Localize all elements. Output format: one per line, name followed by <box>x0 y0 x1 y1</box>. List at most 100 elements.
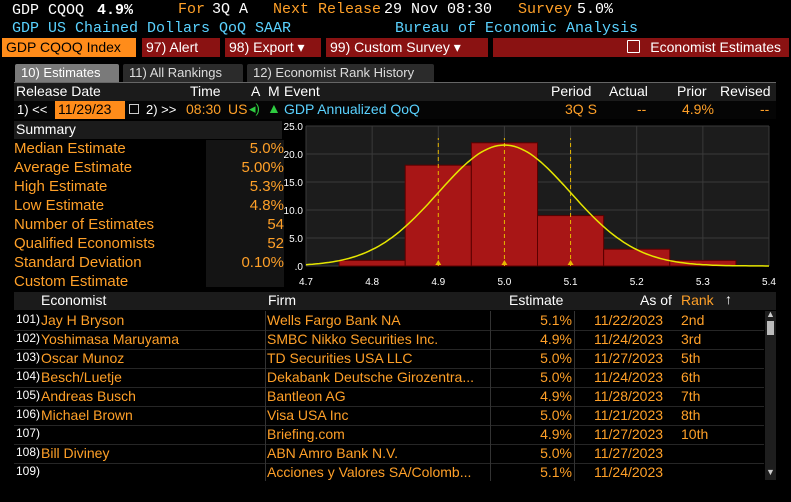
x-tick-label: 5.0 <box>497 277 511 288</box>
x-tick-label: 5.3 <box>696 277 710 288</box>
rank-header[interactable]: Rank <box>681 292 714 308</box>
x-tick-label: 5.2 <box>630 277 644 288</box>
date-value: 11/29/23 <box>58 101 112 117</box>
estimate-value: 4.9% <box>540 331 572 347</box>
column-divider <box>490 311 491 481</box>
table-row[interactable] <box>14 349 764 369</box>
firm-name: SMBC Nikko Securities Inc. <box>267 331 439 347</box>
economist-name[interactable]: Bill Diviney <box>41 445 110 461</box>
release-date-header: Release Date <box>16 83 101 99</box>
rank-value: 3rd <box>681 331 702 347</box>
alert-label: 97) Alert <box>146 39 199 55</box>
estimate-histogram: 25.0 20.0 15.0 10.0 5.0 .0 4.7 4.8 4.9 5.0 5.1 5.2… <box>284 122 776 288</box>
table-row[interactable] <box>14 387 764 407</box>
table-row[interactable] <box>14 425 764 445</box>
firm-name: Dekabank Deutsche Girozentra... <box>267 369 474 385</box>
y-tick-label: 15.0 <box>284 178 303 189</box>
table-row[interactable] <box>14 330 764 350</box>
firm-name: ABN Amro Bank N.V. <box>267 445 398 461</box>
tab-underline <box>14 82 776 83</box>
economist-name[interactable]: Oscar Munoz <box>41 350 125 366</box>
custom-survey-label: 99) Custom Survey ▾ <box>330 39 461 55</box>
marker-arrow <box>567 260 574 265</box>
summary-label: Standard Deviation <box>14 254 142 271</box>
economist-name[interactable]: Michael Brown <box>41 407 133 423</box>
release-prior: 4.9% <box>682 101 714 117</box>
marker-arrow <box>501 260 508 265</box>
table-row[interactable] <box>14 368 764 388</box>
rank-value: 6th <box>681 369 701 385</box>
row-number: 108) <box>16 445 41 459</box>
for-label: For <box>178 1 206 18</box>
rank-value: 5th <box>681 350 701 366</box>
release-country: US <box>228 101 248 117</box>
next-release-label: Next Release <box>273 1 382 18</box>
scroll-up-icon[interactable]: ▲ <box>766 309 775 319</box>
summary-header <box>14 121 282 139</box>
as-of-date: 11/24/2023 <box>594 464 664 480</box>
histogram-bar <box>470 142 539 267</box>
survey-label: Survey <box>518 1 573 18</box>
tab-all-rankings[interactable]: 11) All Rankings <box>123 64 243 82</box>
economist-name[interactable]: Andreas Busch <box>41 388 136 404</box>
release-actual: -- <box>637 101 647 117</box>
row-number: 104) <box>16 369 41 383</box>
x-tick-label: 4.7 <box>299 277 313 288</box>
economist-estimates-label: Economist Estimates <box>650 39 781 55</box>
estimate-value: 4.9% <box>540 388 572 404</box>
release-event[interactable]: GDP Annualized QoQ <box>284 101 420 117</box>
as-of-date: 11/24/2023 <box>594 331 664 347</box>
column-divider <box>574 311 575 481</box>
y-tick-label: 20.0 <box>284 150 303 161</box>
normal-curve <box>305 144 769 267</box>
calendar-icon[interactable] <box>129 104 139 114</box>
economist-header[interactable]: Economist <box>41 292 107 308</box>
as-of-header[interactable]: As of <box>640 292 672 308</box>
row-number: 103) <box>16 350 41 364</box>
release-row <box>14 101 776 119</box>
firm-name: Acciones y Valores SA/Colomb... <box>267 464 472 480</box>
x-tick-label: 4.8 <box>365 277 379 288</box>
release-revised: -- <box>760 101 770 117</box>
header-line-1: GDP CQOQ 4.9% <box>12 1 133 20</box>
alert-button[interactable]: 97) Alert <box>142 38 220 57</box>
tab-estimates[interactable]: 10) Estimates <box>15 64 119 82</box>
scroll-down-icon[interactable]: ▼ <box>766 467 775 477</box>
scrollbar-track[interactable] <box>765 311 776 480</box>
prev-release-button[interactable]: 1) << <box>17 102 48 117</box>
table-row[interactable] <box>14 406 764 426</box>
row-number: 106) <box>16 407 41 421</box>
prior-header: Prior <box>677 83 707 99</box>
bell-icon[interactable]: ▲ <box>267 100 281 116</box>
firm-name: Wells Fargo Bank NA <box>267 312 401 328</box>
summary-label[interactable]: Custom Estimate <box>14 273 129 290</box>
summary-values-bg <box>206 140 284 287</box>
table-row[interactable] <box>14 463 764 483</box>
x-tick-label: 4.9 <box>431 277 445 288</box>
estimate-header[interactable]: Estimate <box>509 292 564 308</box>
firm-header[interactable]: Firm <box>268 292 296 308</box>
as-of-date: 11/27/2023 <box>594 426 664 442</box>
sort-ascending-icon[interactable]: ↑ <box>725 291 732 307</box>
table-row[interactable] <box>14 444 764 464</box>
economist-name[interactable]: Jay H Bryson <box>41 312 125 328</box>
economist-name[interactable]: Besch/Luetje <box>41 369 122 385</box>
custom-survey-button[interactable]: 99) Custom Survey ▾ <box>326 38 488 57</box>
scrollbar-thumb[interactable] <box>767 321 774 335</box>
description: GDP US Chained Dollars QoQ SAAR <box>12 20 292 37</box>
y-tick-label: 25.0 <box>284 122 303 133</box>
summary-value: 54 <box>267 216 284 233</box>
speaker-icon[interactable]: ◂) <box>249 101 260 116</box>
security-field[interactable]: GDP CQOQ Index <box>2 38 136 57</box>
as-of-date: 11/27/2023 <box>594 350 664 366</box>
summary-value: 5.3% <box>249 178 284 195</box>
summary-value: 0.10% <box>241 254 284 271</box>
next-release-button[interactable]: 2) >> <box>146 102 177 117</box>
export-button[interactable]: 98) Export ▾ <box>225 38 321 57</box>
economist-name[interactable]: Yoshimasa Maruyama <box>41 331 179 347</box>
tab-economist-rank-history[interactable]: 12) Economist Rank History <box>247 64 434 82</box>
period-header: Period <box>551 83 592 99</box>
marker-arrow <box>435 260 442 265</box>
economist-estimates-button[interactable]: Economist Estimates <box>493 38 789 57</box>
date-input[interactable]: 11/29/23 <box>55 101 125 119</box>
